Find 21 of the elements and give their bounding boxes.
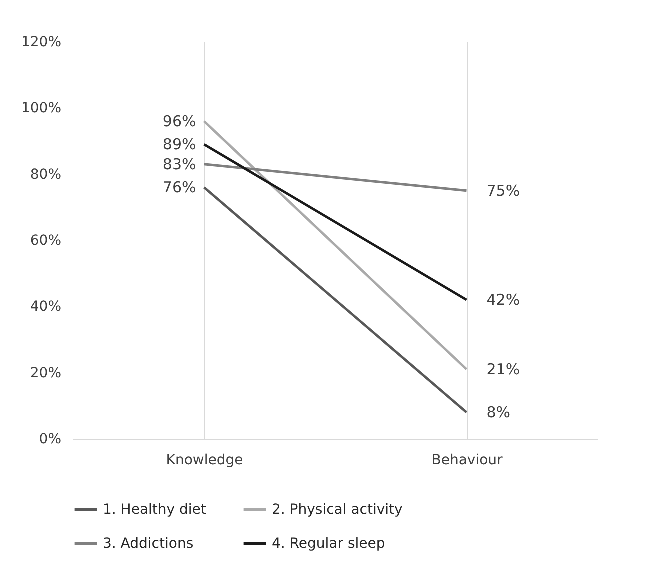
data-label: 76%	[162, 178, 196, 197]
y-tick-label: 100%	[21, 100, 62, 117]
y-tick-label: 120%	[21, 34, 62, 50]
y-tick-label: 0%	[39, 432, 62, 448]
x-tick-label: Behaviour	[432, 452, 504, 468]
data-label: 8%	[486, 404, 511, 422]
legend-label: 1. Healthy diet	[103, 502, 207, 518]
data-label: 83%	[162, 155, 196, 174]
y-tick-label: 20%	[30, 365, 62, 382]
x-tick-label: Knowledge	[166, 452, 244, 468]
y-tick-label: 80%	[30, 166, 62, 183]
legend-label: 2. Physical activity	[272, 502, 403, 518]
data-label: 75%	[486, 182, 520, 200]
data-label: 42%	[486, 291, 520, 310]
legend-label: 3. Addictions	[103, 536, 194, 552]
data-label: 21%	[486, 360, 520, 379]
data-label: 89%	[162, 136, 196, 154]
y-tick-label: 60%	[30, 233, 62, 249]
legend-label: 4. Regular sleep	[272, 536, 386, 552]
y-tick-label: 40%	[30, 299, 62, 316]
data-label: 96%	[162, 112, 196, 130]
